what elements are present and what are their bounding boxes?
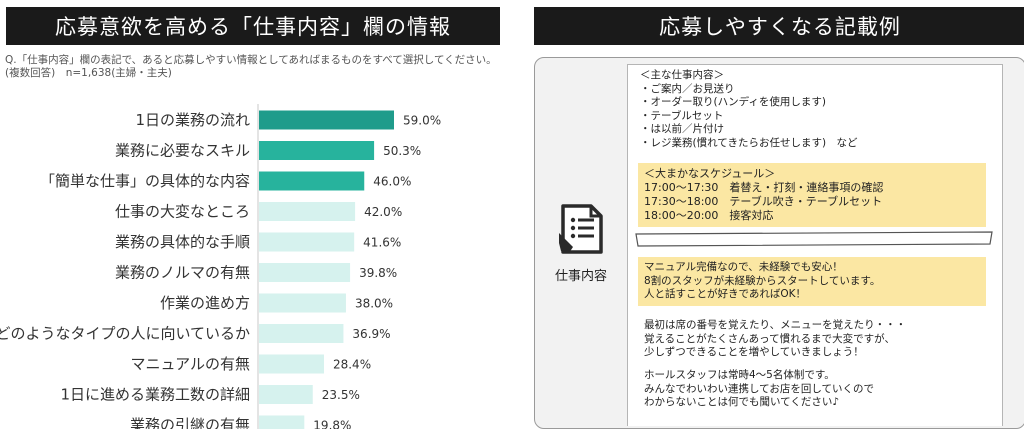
bar (259, 385, 313, 404)
value-label: 23.5% (322, 388, 360, 402)
category-label: どのようなタイプの人に向いているか (0, 325, 250, 343)
bar (259, 324, 344, 343)
schedule-block: ＜大まかなスケジュール＞ 17:00～17:30 着替え・打刻・連絡事項の確認 … (638, 163, 986, 227)
tear-divider (635, 231, 993, 247)
category-label: 1日の業務の流れ (135, 111, 250, 129)
text-line: わからないことは何でも聞いてください♪ (644, 396, 840, 408)
category-label: 作業の進め方 (160, 294, 250, 312)
bar (259, 202, 356, 221)
text-line: ホールスタッフは常時4～5名体制です。 (644, 369, 835, 381)
example-title: 応募しやすくなる記載例 (534, 7, 1024, 45)
text-line: 17:00～17:30 着替え・打刻・連絡事項の確認 (644, 181, 884, 194)
text-line: 覚えることがたくさんあって慣れるまで大変ですが、 (644, 332, 895, 345)
bar-chart: 1日の業務の流れ 59.0% 業務に必要なスキル 50.3% 「簡単な仕事」の具体的な内… (0, 104, 441, 429)
category-label: 「簡単な仕事」の具体的な内容 (40, 172, 250, 190)
value-label: 19.8% (313, 419, 351, 429)
category-label: 業務に必要なスキル (115, 142, 250, 160)
text-line: マニュアル完備なので、未経験でも安心！ (644, 261, 843, 273)
value-label: 41.6% (363, 236, 401, 250)
value-label: 39.8% (359, 266, 397, 280)
bar (259, 293, 346, 313)
text-line: ・ご案内／お見送り (640, 82, 735, 95)
value-label: 59.0% (403, 114, 441, 128)
value-label: 38.0% (355, 297, 393, 311)
bar (259, 263, 351, 282)
value-label: 42.0% (364, 205, 402, 219)
text-line: みんなでわいわい連携してお店を回していくので (644, 382, 875, 395)
text-line: ・オーダー取り(ハンディを使用します) (640, 96, 826, 108)
bar (259, 171, 365, 191)
bar (259, 415, 305, 429)
value-label: 28.4% (333, 358, 371, 372)
side-label: 仕事内容 (554, 268, 607, 284)
category-label: 仕事の大変なところ (115, 203, 250, 221)
team-block: ホールスタッフは常時4～5名体制です。 みんなでわいわい連携してお店を回していく… (644, 369, 994, 410)
bar (259, 354, 324, 374)
text-line: ・は以前／片付け (640, 123, 724, 135)
category-label: 業務の引継の有無 (130, 416, 250, 429)
text-line: 17:30～18:00 テーブル吹き・テーブルセット (644, 195, 883, 208)
job-description: ＜主な仕事内容＞ ・ご案内／お見送り ・オーダー取り(ハンディを使用します) ・… (627, 64, 1003, 426)
left-panel: 応募意欲を高める「仕事内容」欄の情報 Q.「仕事内容」欄の表記で、あると応募しや… (0, 7, 500, 429)
category-label: 1日に進める業務工数の詳細 (60, 386, 250, 404)
example-card: 仕事内容 ＜主な仕事内容＞ ・ご案内／お見送り ・オーダー取り(ハンディを使用し… (534, 57, 1024, 429)
side-column: 仕事内容 (535, 58, 627, 428)
bar (259, 110, 394, 130)
survey-question: Q.「仕事内容」欄の表記で、あると応募しやすい情報としてあればまるものをすべて選… (5, 54, 497, 79)
beginner-friendly-block: マニュアル完備なので、未経験でも安心！ 8割のスタッフが未経験からスタートしてい… (638, 257, 986, 306)
value-label: 46.0% (373, 175, 411, 189)
text-line: ＜主な仕事内容＞ (640, 69, 724, 81)
text-line: ・レジ業務(慣れてきたらお任せします) など (640, 136, 858, 149)
main-duties-block: ＜主な仕事内容＞ ・ご案内／お見送り ・オーダー取り(ハンディを使用します) ・… (640, 69, 995, 150)
right-panel: 応募しやすくなる記載例 仕事内容 ＜主な仕事内容＞ ・ご案内／お見送り ・オーダ… (512, 0, 1024, 429)
text-line: ・テーブルセット (640, 109, 724, 122)
text-line: 18:00～20:00 接客対応 (644, 209, 774, 222)
learning-block: 最初は席の番号を覚えたり、メニューを覚えたり・・・ 覚えることがたくさんあって慣… (644, 319, 994, 360)
text-line: 少しずつできることを増やしていきましょう！ (644, 346, 864, 358)
text-line: ＜大まかなスケジュール＞ (644, 167, 776, 180)
text-line: 人と話すことが好きであればOK！ (644, 288, 807, 300)
category-label: 業務の具体的な手順 (115, 233, 250, 251)
text-line: 最初は席の番号を覚えたり、メニューを覚えたり・・・ (644, 319, 907, 331)
chart-title: 応募意欲を高める「仕事内容」欄の情報 (6, 7, 500, 45)
value-label: 50.3% (383, 144, 421, 158)
category-label: マニュアルの有無 (130, 355, 250, 373)
bar (259, 141, 375, 160)
bar (259, 232, 355, 252)
document-pencil-icon (559, 203, 603, 254)
text-line: 8割のスタッフが未経験からスタートしています。 (644, 274, 881, 287)
value-label: 36.9% (352, 327, 390, 341)
category-label: 業務のノルマの有無 (115, 264, 250, 282)
